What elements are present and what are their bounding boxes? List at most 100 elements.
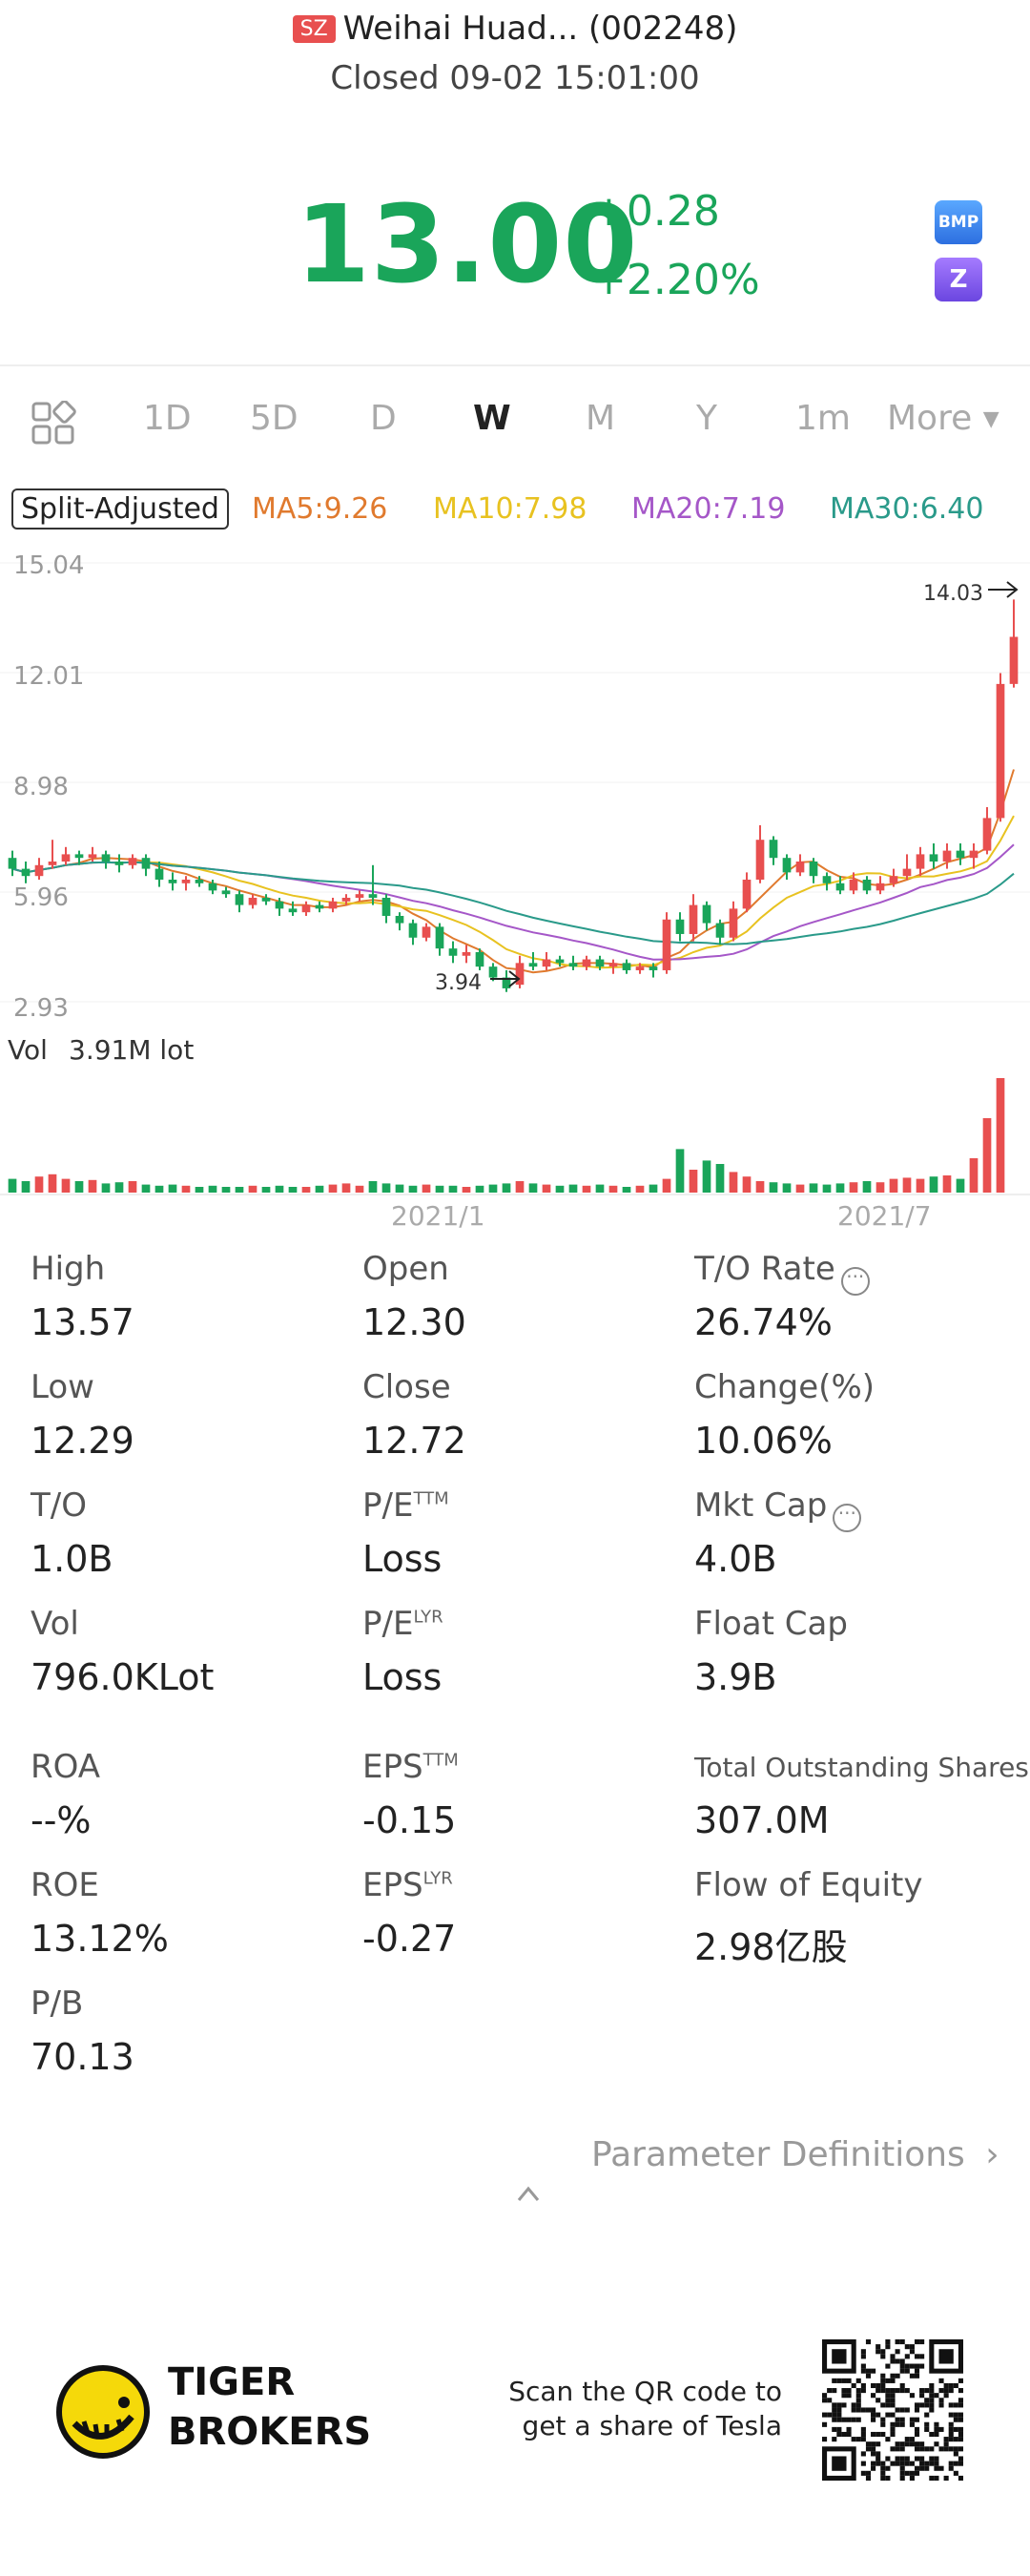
candle-body	[221, 890, 231, 895]
bmp-badge-icon[interactable]: BMP	[935, 200, 982, 244]
candle-body	[355, 894, 364, 898]
stat-label-text: EPS	[362, 1866, 423, 1904]
candle-body	[475, 951, 484, 967]
tab-1m[interactable]: 1m	[795, 399, 851, 438]
candle-body	[795, 861, 805, 873]
candle-body	[942, 850, 952, 862]
stat-label-text: Total Outstanding Shares	[694, 1752, 1029, 1783]
vol-label: Vol	[8, 1034, 48, 1066]
candle-body	[889, 876, 898, 883]
tiger-logo-icon	[56, 2365, 150, 2459]
candle-body	[381, 897, 391, 916]
zz-badge-icon[interactable]: Z	[935, 258, 982, 301]
candle-body	[729, 908, 738, 938]
split-adjusted-toggle[interactable]: Split-Adjusted	[11, 488, 229, 530]
candle-body	[88, 854, 97, 859]
stat-label-text: Change(%)	[694, 1368, 876, 1406]
chevron-up-icon[interactable]	[511, 2177, 546, 2212]
candle-body	[702, 904, 711, 924]
parameter-definitions-link[interactable]: Parameter Definitions ›	[591, 2135, 999, 2174]
volume-bar	[755, 1181, 765, 1193]
volume-bar	[502, 1183, 511, 1193]
candle-body	[101, 854, 111, 862]
chart-grid-icon[interactable]	[31, 401, 76, 447]
volume-bar	[595, 1184, 605, 1193]
volume-bar	[528, 1183, 538, 1193]
volume-bar	[8, 1178, 17, 1193]
kline-chart[interactable]: 15.04 12.01 8.98 5.96 2.93 14.03 3.94 Vo…	[0, 534, 1030, 1250]
candle-body	[902, 868, 912, 877]
volume-bar	[21, 1181, 31, 1193]
volume-bar	[608, 1185, 618, 1193]
volume-bar	[729, 1172, 738, 1193]
candle-body	[662, 919, 671, 970]
volume-bar	[635, 1185, 645, 1193]
stat-label: T/O	[31, 1486, 87, 1525]
tab-w[interactable]: W	[473, 399, 511, 438]
last-price: 13.00	[296, 183, 639, 307]
candle-body	[181, 879, 191, 883]
candle-body	[862, 879, 872, 891]
volume-bar	[221, 1187, 231, 1193]
ma30-value: MA30:6.40	[830, 492, 984, 526]
stat-label-text: Close	[362, 1368, 451, 1406]
tab-1d[interactable]: 1D	[143, 399, 192, 438]
stat-value: 3.9B	[694, 1656, 777, 1698]
stat-label-sup: TTM	[413, 1488, 449, 1509]
stats-panel: High 13.57 Low 12.29 T/O 1.0B Vol 796.0KLot ROA -…	[0, 1250, 1030, 2128]
candle-body	[822, 876, 832, 883]
info-icon[interactable]: ···	[833, 1504, 862, 1532]
candle-body	[448, 948, 458, 956]
y-tick-label: 12.01	[13, 662, 85, 691]
volume-bar	[341, 1183, 351, 1193]
volume-bar	[408, 1185, 418, 1193]
candle-body	[649, 966, 658, 970]
volume-bar	[702, 1160, 711, 1193]
stat-value: 2.98亿股	[694, 1926, 848, 1968]
y-tick-label: 15.04	[13, 551, 85, 580]
stat-value: 4.0B	[694, 1538, 777, 1580]
market-status: Closed 09-02 15:01:00	[330, 59, 700, 97]
candle-body	[114, 861, 124, 865]
stat-label-text: Flow of Equity	[694, 1866, 923, 1904]
candle-body	[235, 894, 244, 905]
candle-body	[1009, 636, 1019, 684]
candle-body	[956, 850, 965, 859]
stat-label-text: EPS	[362, 1748, 423, 1786]
volume-bar	[368, 1181, 378, 1193]
volume-bar	[662, 1178, 671, 1193]
stat-label-text: Open	[362, 1250, 449, 1288]
candle-body	[502, 977, 511, 988]
ma5-value: MA5:9.26	[252, 492, 388, 526]
tab-m[interactable]: M	[586, 399, 616, 438]
info-icon[interactable]: ···	[840, 1267, 870, 1296]
candle-body	[635, 966, 645, 970]
volume-bar	[835, 1183, 845, 1193]
candle-body	[208, 883, 217, 891]
tab-5d[interactable]: 5D	[250, 399, 299, 438]
candle-body	[408, 923, 418, 938]
stat-value: Loss	[362, 1538, 443, 1580]
volume-bar	[275, 1185, 284, 1193]
tab-d[interactable]: D	[370, 399, 397, 438]
tab-y[interactable]: Y	[696, 399, 717, 438]
tab-more[interactable]: More ▼	[887, 399, 999, 438]
stat-label: ROE	[31, 1866, 99, 1904]
volume-bar	[34, 1176, 44, 1193]
candle-body	[154, 868, 164, 880]
volume-bar	[715, 1164, 725, 1193]
volume-bar	[488, 1184, 498, 1193]
volume-bar	[74, 1181, 84, 1193]
stat-value: 1.0B	[31, 1538, 113, 1580]
stat-label-sup: LYR	[422, 1868, 453, 1889]
candle-body	[435, 926, 444, 949]
candle-body	[315, 904, 324, 909]
candle-body	[168, 879, 177, 883]
dropdown-arrow-icon: ▼	[982, 407, 999, 431]
volume-bar	[675, 1149, 685, 1193]
stat-label-text: Float Cap	[694, 1605, 848, 1643]
stat-label: Open	[362, 1250, 449, 1288]
volume-bar	[649, 1184, 658, 1193]
candle-body	[128, 858, 137, 865]
stat-label-text: T/O Rate	[694, 1250, 835, 1288]
